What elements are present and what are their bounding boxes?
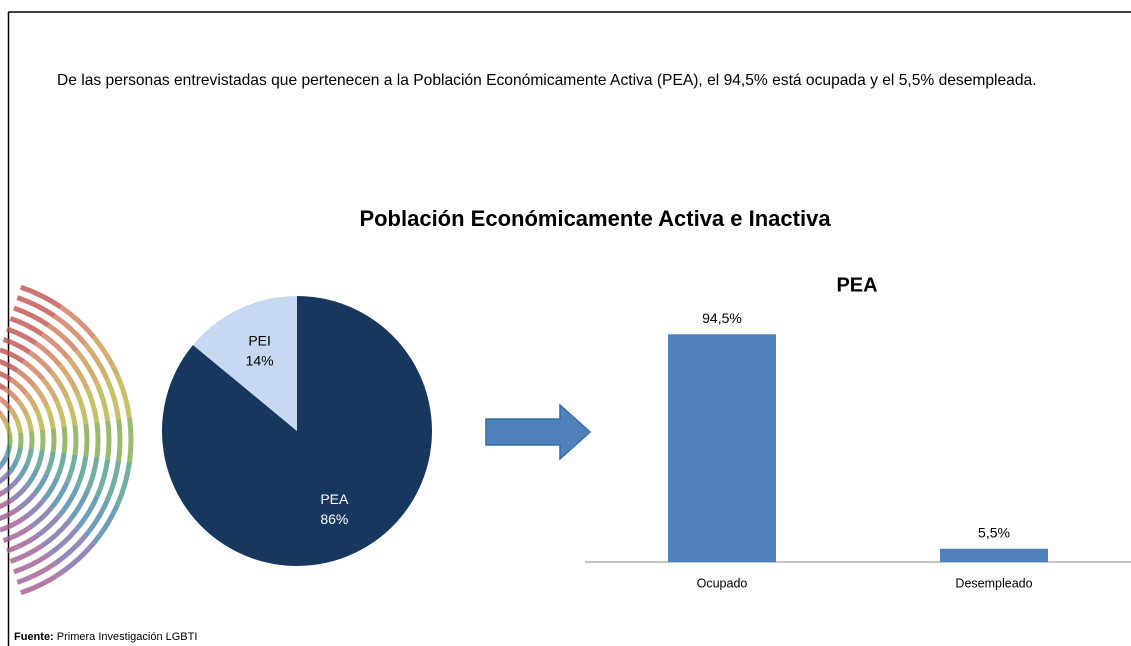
fingerprint-arc — [67, 455, 75, 483]
fingerprint-arc — [37, 450, 43, 469]
fingerprint-arc — [119, 419, 120, 461]
fingerprint-arc — [0, 500, 11, 509]
fingerprint-arc — [94, 337, 118, 375]
fingerprint-arc — [0, 518, 24, 530]
fingerprint-arc — [47, 406, 53, 428]
slice-value-label: 86% — [320, 511, 348, 527]
fingerprint-arc — [17, 419, 21, 433]
fingerprint-arc — [21, 573, 61, 593]
fingerprint-arc — [0, 466, 1, 473]
fingerprint-arc — [17, 447, 21, 461]
source: Fuente: Primera Investigación LGBTI — [14, 631, 197, 643]
fingerprint-arc — [0, 381, 5, 389]
slice-value-label: 14% — [246, 352, 274, 368]
slice-label: PEI — [248, 332, 271, 348]
fingerprint-arc — [18, 465, 27, 480]
bar — [940, 549, 1048, 562]
fingerprint-arc — [26, 470, 37, 487]
source-text: Primera Investigación LGBTI — [57, 631, 198, 643]
fingerprint-arc — [26, 393, 37, 410]
page: Población Económicamente Activa e Inacti… — [0, 0, 1131, 646]
fingerprint-arc — [0, 491, 5, 499]
fingerprint-arc — [35, 386, 47, 406]
fingerprint-arc — [27, 449, 32, 466]
arrow — [486, 405, 590, 459]
fingerprint-arc — [37, 410, 43, 429]
slice-label: PEA — [320, 491, 349, 507]
fingerprint-arc — [9, 461, 16, 473]
fingerprint-arc — [97, 422, 98, 457]
slide: Población Económicamente Activa e Inacti… — [0, 0, 1131, 646]
bar-chart-title: PEA — [836, 274, 877, 296]
fingerprint-arc — [97, 459, 108, 496]
fingerprint-arc — [7, 424, 10, 435]
fingerprint-arc — [64, 427, 65, 453]
fingerprint-arc — [0, 407, 1, 414]
bar — [668, 334, 776, 562]
fingerprint-arc — [31, 431, 32, 448]
chart-title: Población Económicamente Activa e Inacti… — [359, 206, 831, 231]
fingerprint-arc — [9, 407, 16, 419]
fingerprint-arc — [67, 397, 75, 425]
fingerprint-arc — [1, 414, 7, 423]
fingerprint-arc — [0, 350, 24, 362]
fingerprint-arc — [27, 415, 32, 432]
fingerprint-arc — [35, 474, 47, 494]
fingerprint-arc — [11, 380, 26, 394]
fingerprint-arc — [5, 480, 18, 492]
value-label: 94,5% — [702, 310, 742, 326]
paragraph: De las personas entrevistadas que perten… — [57, 68, 1057, 94]
fingerprint-arc — [77, 393, 86, 424]
fingerprint-arc — [1, 456, 7, 465]
fingerprint-arc — [0, 371, 11, 380]
fingerprint-arc — [7, 446, 10, 457]
fingerprint-arc — [97, 384, 108, 421]
fingerprint-arc — [129, 418, 131, 463]
source-label: Fuente: — [14, 631, 54, 643]
fingerprint-arc — [21, 287, 61, 307]
fingerprint-arc — [18, 400, 27, 415]
x-tick-label: Desempleado — [955, 576, 1032, 590]
fingerprint-arc — [77, 456, 86, 487]
value-label: 5,5% — [978, 524, 1010, 540]
fingerprint-arc — [57, 402, 64, 427]
fingerprint-arc — [86, 424, 87, 456]
fingerprint-arc — [94, 505, 118, 543]
fingerprint-decoration — [0, 287, 131, 593]
fingerprint-arc — [87, 458, 97, 492]
fingerprint-arc — [57, 453, 64, 478]
fingerprint-arc — [108, 421, 109, 459]
fingerprint-arc — [11, 487, 26, 501]
fingerprint-arc — [47, 452, 53, 474]
fingerprint-arc — [42, 430, 43, 450]
fingerprint-arc — [5, 389, 18, 401]
fingerprint-arc — [53, 428, 54, 451]
fingerprint-arc — [87, 388, 97, 422]
x-tick-label: Ocupado — [697, 576, 748, 590]
fingerprint-arc — [75, 425, 76, 454]
